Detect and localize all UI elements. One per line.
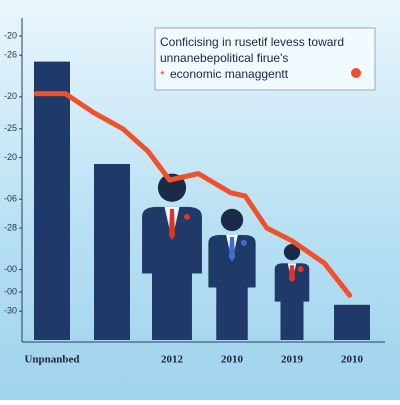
x-tick-label: 2010 — [341, 354, 364, 366]
x-tick-label: 2012 — [161, 354, 184, 366]
person-body — [274, 263, 310, 340]
legend-text: Conficising in rusetif levess toward — [160, 35, 344, 49]
person-pin — [240, 239, 247, 246]
y-tick-label: -28 — [4, 222, 17, 232]
person-pin — [297, 265, 304, 272]
person-figure — [208, 208, 256, 340]
bar — [94, 164, 130, 340]
legend-star: * — [160, 68, 165, 82]
person-body — [208, 235, 256, 340]
person-body — [142, 206, 202, 340]
person-pin — [183, 213, 190, 220]
y-tick-label: -20 — [4, 30, 17, 40]
person-figure — [142, 173, 202, 340]
legend-box — [154, 27, 376, 91]
person-head — [157, 173, 187, 202]
y-tick-label: -06 — [4, 194, 17, 204]
y-tick-label: -20 — [4, 152, 17, 162]
person-head — [283, 244, 301, 261]
y-tick-label: -30 — [4, 306, 17, 316]
person-head — [220, 208, 244, 232]
legend-marker — [351, 68, 361, 78]
x-tick-label: Unpnanbed — [24, 354, 79, 366]
trend-line — [33, 91, 353, 298]
bar — [34, 61, 70, 340]
y-tick-label: -20 — [4, 91, 17, 101]
x-tick-label: 2010 — [221, 354, 244, 366]
bar — [334, 304, 370, 340]
y-tick-label: -26 — [4, 50, 17, 60]
y-tick-label: -00 — [4, 286, 17, 296]
person-figure — [274, 244, 310, 340]
plot: -20 -26 -20 -25 -20 -06 -28 -00 -00 -30 Unpnanbed 2… — [4, 30, 370, 366]
legend-text: unnanebepolitical firue's — [160, 51, 288, 65]
y-tick-label: -00 — [4, 264, 17, 274]
y-tick-label: -25 — [4, 123, 17, 133]
x-tick-label: 2019 — [281, 354, 304, 366]
legend-text: economic managgentt — [170, 67, 289, 81]
person-tie — [169, 208, 175, 241]
person-tie — [229, 237, 235, 262]
person-tie — [289, 265, 295, 283]
